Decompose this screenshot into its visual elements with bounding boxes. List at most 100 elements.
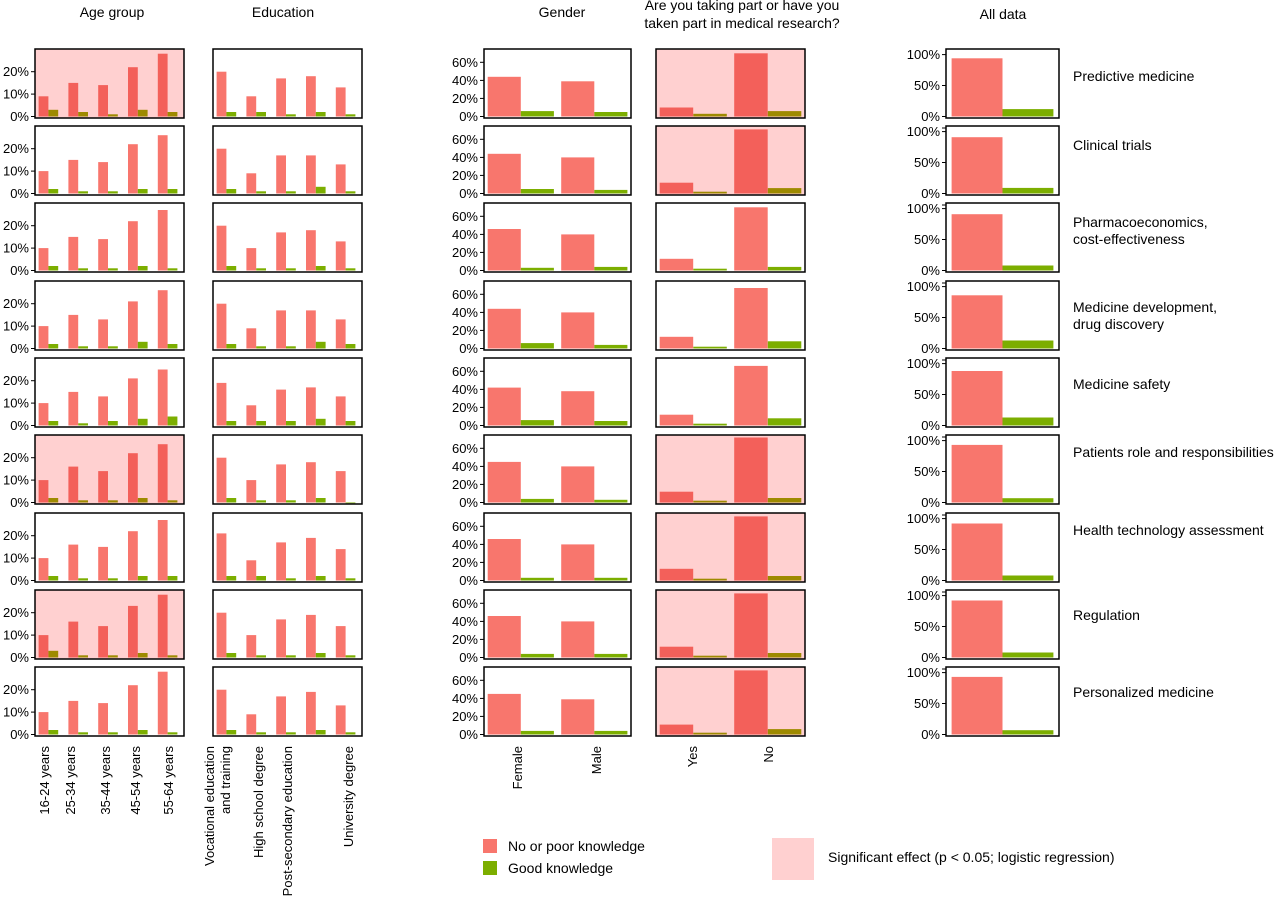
bar-poor-knowledge <box>659 107 694 117</box>
bar-good-knowledge <box>286 268 296 271</box>
bar-good-knowledge <box>78 346 88 349</box>
bar-good-knowledge <box>137 109 148 117</box>
y-tick-label: 100% <box>907 588 941 603</box>
bar-poor-knowledge <box>38 171 49 194</box>
bar-good-knowledge <box>167 189 178 194</box>
panel-age-row-9: 0% 10% 20% <box>3 666 185 742</box>
bar-poor-knowledge <box>68 314 79 349</box>
row-label: Medicine safety <box>1073 376 1170 392</box>
bar-poor-knowledge <box>306 614 316 658</box>
bar-poor-knowledge <box>335 87 346 117</box>
svg-text:Yes: Yes <box>685 746 700 768</box>
y-tick-label: 50% <box>914 542 940 557</box>
panel-gender-row-9: 0% 20% 40% 60% <box>452 666 632 742</box>
bar-good-knowledge <box>1002 652 1054 658</box>
bar-poor-knowledge <box>487 308 521 349</box>
y-tick-label: 10% <box>3 551 29 566</box>
bar-poor-knowledge <box>68 82 79 117</box>
bar-poor-knowledge <box>157 53 168 117</box>
panel-education-row-8 <box>212 589 363 660</box>
panel-frame <box>212 357 363 428</box>
bar-good-knowledge <box>286 114 296 117</box>
bar-good-knowledge <box>108 732 118 735</box>
bar-good-knowledge <box>48 576 59 581</box>
bar-good-knowledge <box>315 418 326 426</box>
bar-good-knowledge <box>345 191 356 194</box>
panel-frame <box>212 666 363 737</box>
bar-poor-knowledge <box>487 616 521 658</box>
panel-age-row-1: 0% 10% 20% <box>3 48 185 124</box>
x-category-label: Post-secondary education <box>280 746 295 896</box>
bar-good-knowledge <box>48 344 59 349</box>
panel-frame <box>655 434 806 505</box>
bar-poor-knowledge <box>38 480 49 503</box>
y-tick-label: 60% <box>452 519 478 534</box>
y-tick-label: 40% <box>452 382 478 397</box>
bar-poor-knowledge <box>98 162 108 194</box>
bar-poor-knowledge <box>276 78 286 117</box>
bar-good-knowledge <box>226 266 237 271</box>
x-category-label: Vocational educationand training <box>202 746 233 866</box>
bar-good-knowledge <box>315 730 326 735</box>
panel-research-row-6 <box>655 434 806 505</box>
y-tick-label: 60% <box>452 132 478 147</box>
bar-poor-knowledge <box>216 457 227 503</box>
bar-poor-knowledge <box>128 144 138 194</box>
svg-text:16-24 years: 16-24 years <box>37 746 52 815</box>
y-tick-label: 10% <box>3 241 29 256</box>
bar-good-knowledge <box>767 266 802 271</box>
panel-all-row-3: 0% 50% 100% <box>907 201 1060 278</box>
bar-poor-knowledge <box>128 685 138 735</box>
y-tick-label: 100% <box>907 511 941 526</box>
header-all-data: All data <box>980 6 1027 22</box>
y-tick-label: 40% <box>452 459 478 474</box>
panel-gender-row-8: 0% 20% 40% 60% <box>452 589 632 665</box>
y-tick-label: 0% <box>10 263 29 278</box>
y-tick-label: 60% <box>452 209 478 224</box>
bar-good-knowledge <box>167 500 178 503</box>
bar-good-knowledge <box>315 498 326 503</box>
bar-good-knowledge <box>286 500 296 503</box>
panel-education-row-5 <box>212 357 363 428</box>
svg-text:University degree: University degree <box>341 746 356 847</box>
bar-poor-knowledge <box>561 466 595 503</box>
bar-poor-knowledge <box>734 207 768 271</box>
x-category-label: Yes <box>685 746 700 768</box>
bar-good-knowledge <box>256 268 266 271</box>
y-tick-label: 0% <box>921 109 940 124</box>
y-tick-label: 100% <box>907 279 941 294</box>
panel-frame <box>655 589 806 660</box>
y-tick-label: 0% <box>10 186 29 201</box>
bar-poor-knowledge <box>98 239 108 271</box>
bar-poor-knowledge <box>734 53 768 117</box>
y-tick-label: 0% <box>921 341 940 356</box>
bar-poor-knowledge <box>306 230 316 271</box>
bar-good-knowledge <box>594 421 628 426</box>
panel-frame <box>945 666 1060 737</box>
panel-age-row-6: 0% 10% 20% <box>3 434 185 510</box>
panel-frame <box>483 666 632 737</box>
y-tick-label: 0% <box>921 186 940 201</box>
y-tick-label: 40% <box>452 227 478 242</box>
panel-education-row-4 <box>212 280 363 351</box>
bar-poor-knowledge <box>246 405 257 426</box>
bar-poor-knowledge <box>128 378 138 426</box>
panel-all-row-2: 0% 50% 100% <box>907 124 1060 201</box>
y-tick-label: 20% <box>3 218 29 233</box>
bar-good-knowledge <box>345 268 356 271</box>
bar-good-knowledge <box>256 500 266 503</box>
bar-good-knowledge <box>78 655 88 658</box>
bar-poor-knowledge <box>98 471 108 503</box>
bar-poor-knowledge <box>276 389 286 426</box>
y-tick-label: 100% <box>907 433 941 448</box>
y-tick-label: 0% <box>921 727 940 742</box>
bar-good-knowledge <box>1002 730 1054 735</box>
panel-education-row-6 <box>212 434 363 505</box>
legend-label-significant: Significant effect (p < 0.05; logistic r… <box>828 849 1115 865</box>
bar-good-knowledge <box>137 730 148 735</box>
bar-poor-knowledge <box>487 229 521 271</box>
panel-frame <box>945 434 1060 505</box>
bar-good-knowledge <box>48 498 59 503</box>
y-tick-label: 20% <box>3 450 29 465</box>
